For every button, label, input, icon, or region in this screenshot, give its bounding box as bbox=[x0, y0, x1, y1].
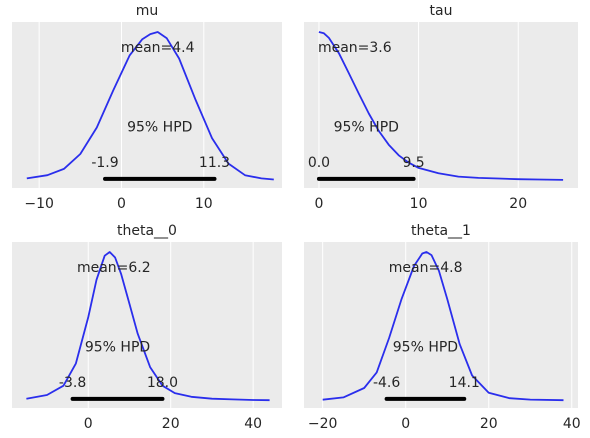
subplot-mu: −10 0 10 mu -1.9 11.3 95% HPD mean=4.4 bbox=[12, 3, 282, 212]
x-tick-label: 20 bbox=[509, 196, 527, 212]
mean-label: mean=6.2 bbox=[77, 260, 151, 276]
hpd-high-label: 14.1 bbox=[449, 375, 480, 391]
hpd-low-label: -3.8 bbox=[59, 375, 86, 391]
density-curve bbox=[26, 31, 274, 181]
x-tick-label: 20 bbox=[162, 416, 180, 432]
hpd-label: 95% HPD bbox=[393, 340, 458, 356]
density-curve bbox=[26, 251, 270, 402]
panel-background bbox=[12, 22, 282, 188]
mean-label: mean=4.4 bbox=[121, 40, 195, 56]
x-tick-label: −10 bbox=[24, 196, 54, 212]
density-curve bbox=[322, 251, 564, 402]
hpd-low-label: -4.6 bbox=[373, 375, 400, 391]
subplot-theta--1: −20 0 20 40 theta__1 -4.6 14.1 95% HPD mean=4.8 bbox=[304, 223, 581, 432]
hpd-low-label: -1.9 bbox=[91, 155, 118, 171]
x-tick-label: 10 bbox=[410, 196, 428, 212]
subplot-tau: 0 10 20 tau 0.0 9.5 95% HPD mean=3.6 bbox=[304, 3, 578, 212]
panel-background bbox=[304, 22, 578, 188]
hpd-label: 95% HPD bbox=[85, 340, 150, 356]
x-tick-label: −20 bbox=[308, 416, 338, 432]
subplot-title: theta__1 bbox=[411, 223, 471, 239]
hpd-high-label: 11.3 bbox=[199, 155, 230, 171]
x-tick-label: 10 bbox=[195, 196, 213, 212]
x-tick-label: 0 bbox=[84, 416, 93, 432]
hpd-high-label: 18.0 bbox=[147, 375, 178, 391]
density-curve bbox=[318, 31, 564, 181]
panel-background bbox=[12, 242, 282, 408]
hpd-low-label: 0.0 bbox=[308, 155, 330, 171]
x-tick-label: 40 bbox=[244, 416, 262, 432]
x-tick-label: 0 bbox=[401, 416, 410, 432]
mean-label: mean=4.8 bbox=[389, 260, 463, 276]
panel-background bbox=[304, 242, 578, 408]
hpd-label: 95% HPD bbox=[127, 120, 192, 136]
subplot-theta--0: 0 20 40 theta__0 -3.8 18.0 95% HPD mean=6.2 bbox=[12, 223, 282, 432]
subplot-title: mu bbox=[136, 3, 159, 19]
x-tick-label: 0 bbox=[314, 196, 323, 212]
subplot-title: tau bbox=[430, 3, 453, 19]
hpd-high-label: 9.5 bbox=[402, 155, 424, 171]
hpd-label: 95% HPD bbox=[334, 120, 399, 136]
x-tick-label: 40 bbox=[563, 416, 581, 432]
x-tick-label: 0 bbox=[117, 196, 126, 212]
subplot-title: theta__0 bbox=[117, 223, 177, 239]
mean-label: mean=3.6 bbox=[318, 40, 392, 56]
x-tick-label: 20 bbox=[480, 416, 498, 432]
